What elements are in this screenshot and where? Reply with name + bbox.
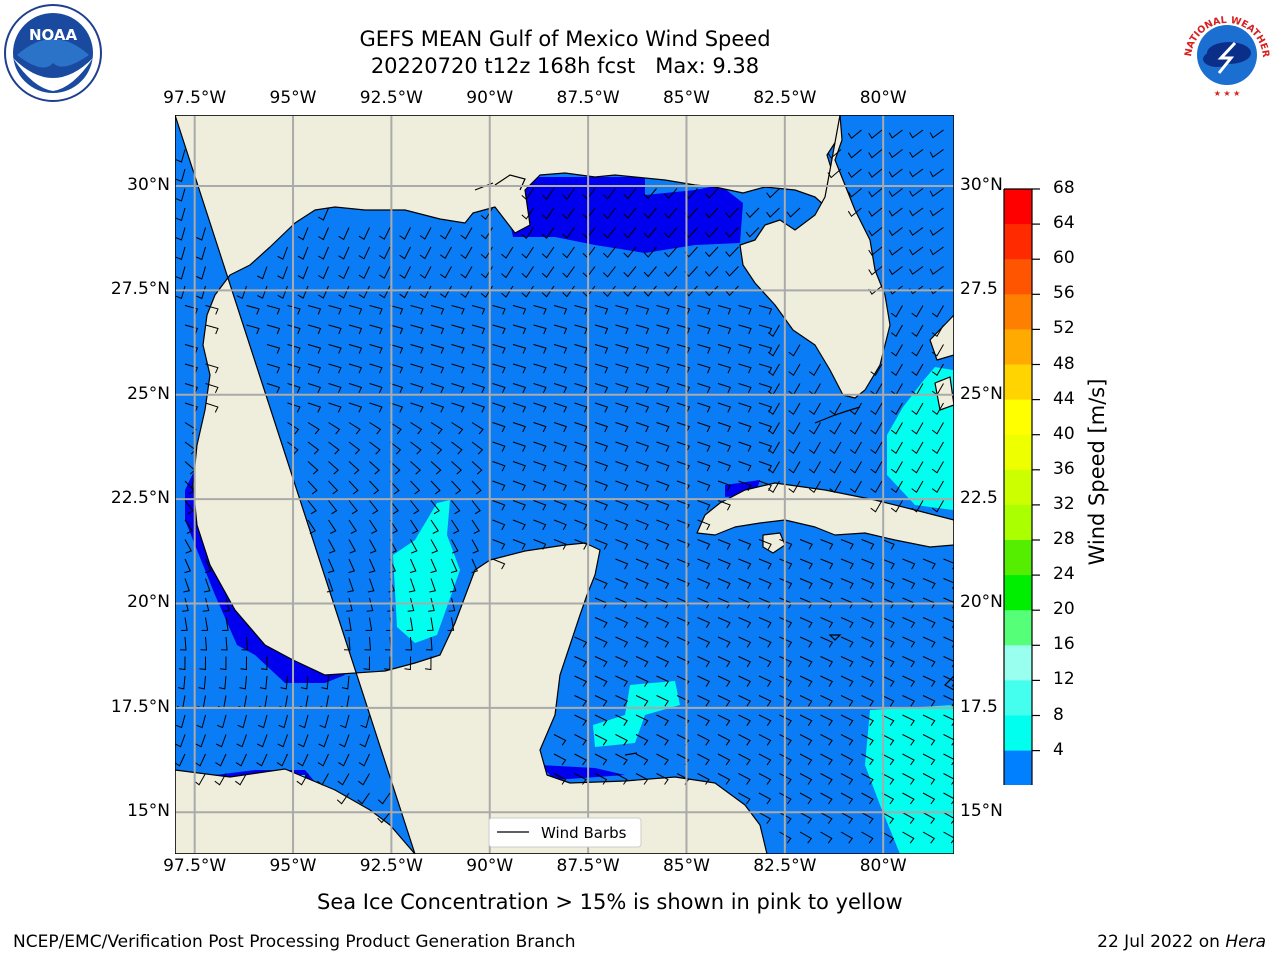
colorbar-segment	[1004, 364, 1032, 401]
colorbar-label: Wind Speed [m/s]	[1085, 378, 1109, 566]
lat-tick-left: 30°N	[127, 174, 170, 195]
colorbar-segment	[1004, 680, 1032, 716]
breezy-wind-areas	[290, 367, 954, 854]
colorbar-tick-label: 8	[1053, 704, 1064, 725]
colorbar-tick-label: 32	[1053, 493, 1075, 514]
colorbar-tick-label: 68	[1053, 178, 1075, 198]
map-legend: Wind Barbs	[488, 817, 642, 848]
title-line-2: 20220720 t12z 168h fcst Max: 9.38	[370, 54, 760, 78]
lon-tick-bottom: 85°W	[662, 856, 710, 876]
title-line-1: GEFS MEAN Gulf of Mexico Wind Speed	[359, 27, 771, 51]
florida-land	[739, 115, 891, 399]
lat-tick-left: 22.5°N	[110, 488, 170, 509]
lat-tick-left: 20°N	[127, 592, 170, 613]
lat-tick-right: 17.5	[960, 696, 998, 717]
wind-barbs	[175, 129, 954, 844]
colorbar-tick-label: 12	[1053, 669, 1075, 690]
lon-tick-top: 95°W	[269, 88, 317, 108]
colorbar-segment	[1004, 224, 1032, 260]
footer-date-text: 22 Jul 2022 on	[1097, 932, 1226, 952]
lat-tick-right: 25°N	[960, 383, 1003, 404]
colorbar-tick-label: 48	[1053, 353, 1075, 374]
colorbar-tick-label: 28	[1053, 529, 1075, 549]
noaa-logo: NOAA	[4, 4, 102, 102]
lat-tick-left: 15°N	[127, 801, 170, 822]
legend-label: Wind Barbs	[541, 824, 627, 842]
colorbar-segment	[1004, 575, 1032, 611]
lat-tick-left: 25°N	[127, 383, 170, 404]
lon-tick-top: 80°W	[859, 88, 907, 108]
colorbar-tick-label: 20	[1053, 599, 1075, 620]
lon-tick-bottom: 97.5°W	[163, 856, 227, 876]
lon-tick-top: 82.5°W	[753, 88, 817, 108]
map-panel: Wind Barbs	[175, 115, 954, 854]
svg-text:★ ★ ★: ★ ★ ★	[1214, 89, 1241, 98]
colorbar-segment	[1004, 329, 1032, 365]
lon-tick-bottom: 82.5°W	[753, 856, 817, 876]
colorbar-tick-label: 56	[1053, 283, 1075, 304]
lat-tick-left: 17.5°N	[110, 696, 170, 717]
lon-tick-bottom: 80°W	[859, 856, 907, 876]
colorbar-segment	[1004, 715, 1032, 752]
colorbar-tick-label: 52	[1053, 318, 1075, 339]
colorbar-tick-label: 36	[1053, 458, 1075, 479]
lon-tick-top: 87.5°W	[556, 88, 620, 108]
colorbar-tick-label: 60	[1053, 248, 1075, 269]
colorbar-tick-label: 16	[1053, 634, 1075, 655]
colorbar-segment	[1004, 259, 1032, 295]
lat-tick-right: 22.5	[960, 488, 998, 509]
colorbar-segment	[1004, 294, 1032, 330]
lat-tick-right: 30°N	[960, 174, 1003, 195]
lon-tick-top: 92.5°W	[359, 88, 423, 108]
sea-ice-note: Sea Ice Concentration > 15% is shown in …	[317, 890, 903, 914]
colorbar-segment	[1004, 189, 1032, 225]
footer-host: Hera	[1225, 932, 1266, 952]
chart-title: GEFS MEAN Gulf of Mexico Wind Speed 2022…	[240, 26, 890, 80]
colorbar-segment	[1004, 434, 1032, 471]
colorbar-segment	[1004, 750, 1032, 785]
lat-tick-right: 20°N	[960, 592, 1003, 613]
colorbar	[1003, 188, 1040, 785]
lon-tick-bottom: 92.5°W	[359, 856, 423, 876]
lat-tick-left: 27.5°N	[110, 279, 170, 300]
colorbar-segment	[1004, 399, 1032, 436]
lon-tick-bottom: 95°W	[269, 856, 317, 876]
colorbar-segment	[1004, 469, 1032, 506]
colorbar-tick-label: 40	[1053, 423, 1075, 444]
nws-logo: NATIONAL WEATHER SERVICE ★ ★ ★	[1177, 3, 1274, 100]
lon-tick-top: 90°W	[466, 88, 514, 108]
colorbar-segment	[1004, 504, 1032, 541]
noaa-logo-text: NOAA	[29, 26, 78, 44]
graticule	[175, 115, 954, 854]
lon-tick-bottom: 90°W	[466, 856, 514, 876]
lon-tick-bottom: 87.5°W	[556, 856, 620, 876]
colorbar-tick-label: 4	[1053, 739, 1064, 760]
lat-tick-right: 15°N	[960, 801, 1003, 822]
wind-barb-field	[175, 129, 954, 844]
colorbar-segment	[1004, 610, 1032, 646]
colorbar-tick-label: 44	[1053, 388, 1075, 409]
colorbar-tick-label: 24	[1053, 564, 1075, 585]
lat-tick-right: 27.5	[960, 279, 998, 300]
colorbar-tick-label: 64	[1053, 213, 1075, 234]
lon-tick-top: 97.5°W	[163, 88, 227, 108]
colorbar-segment	[1004, 645, 1032, 681]
colorbar-segment	[1004, 540, 1032, 576]
lon-tick-top: 85°W	[662, 88, 710, 108]
footer-date: 22 Jul 2022 on Hera	[1097, 932, 1266, 952]
footer-branch: NCEP/EMC/Verification Post Processing Pr…	[13, 932, 576, 952]
andros-land	[934, 376, 954, 411]
bahamas-land	[929, 314, 954, 361]
